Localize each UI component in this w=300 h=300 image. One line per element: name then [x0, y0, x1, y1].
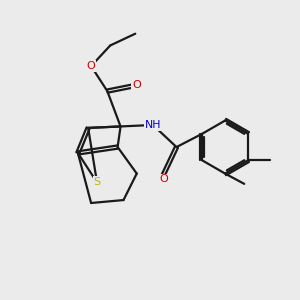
Text: O: O [132, 80, 141, 90]
Text: O: O [159, 174, 168, 184]
Text: S: S [93, 177, 100, 188]
Text: NH: NH [145, 120, 162, 130]
Text: O: O [87, 61, 95, 71]
